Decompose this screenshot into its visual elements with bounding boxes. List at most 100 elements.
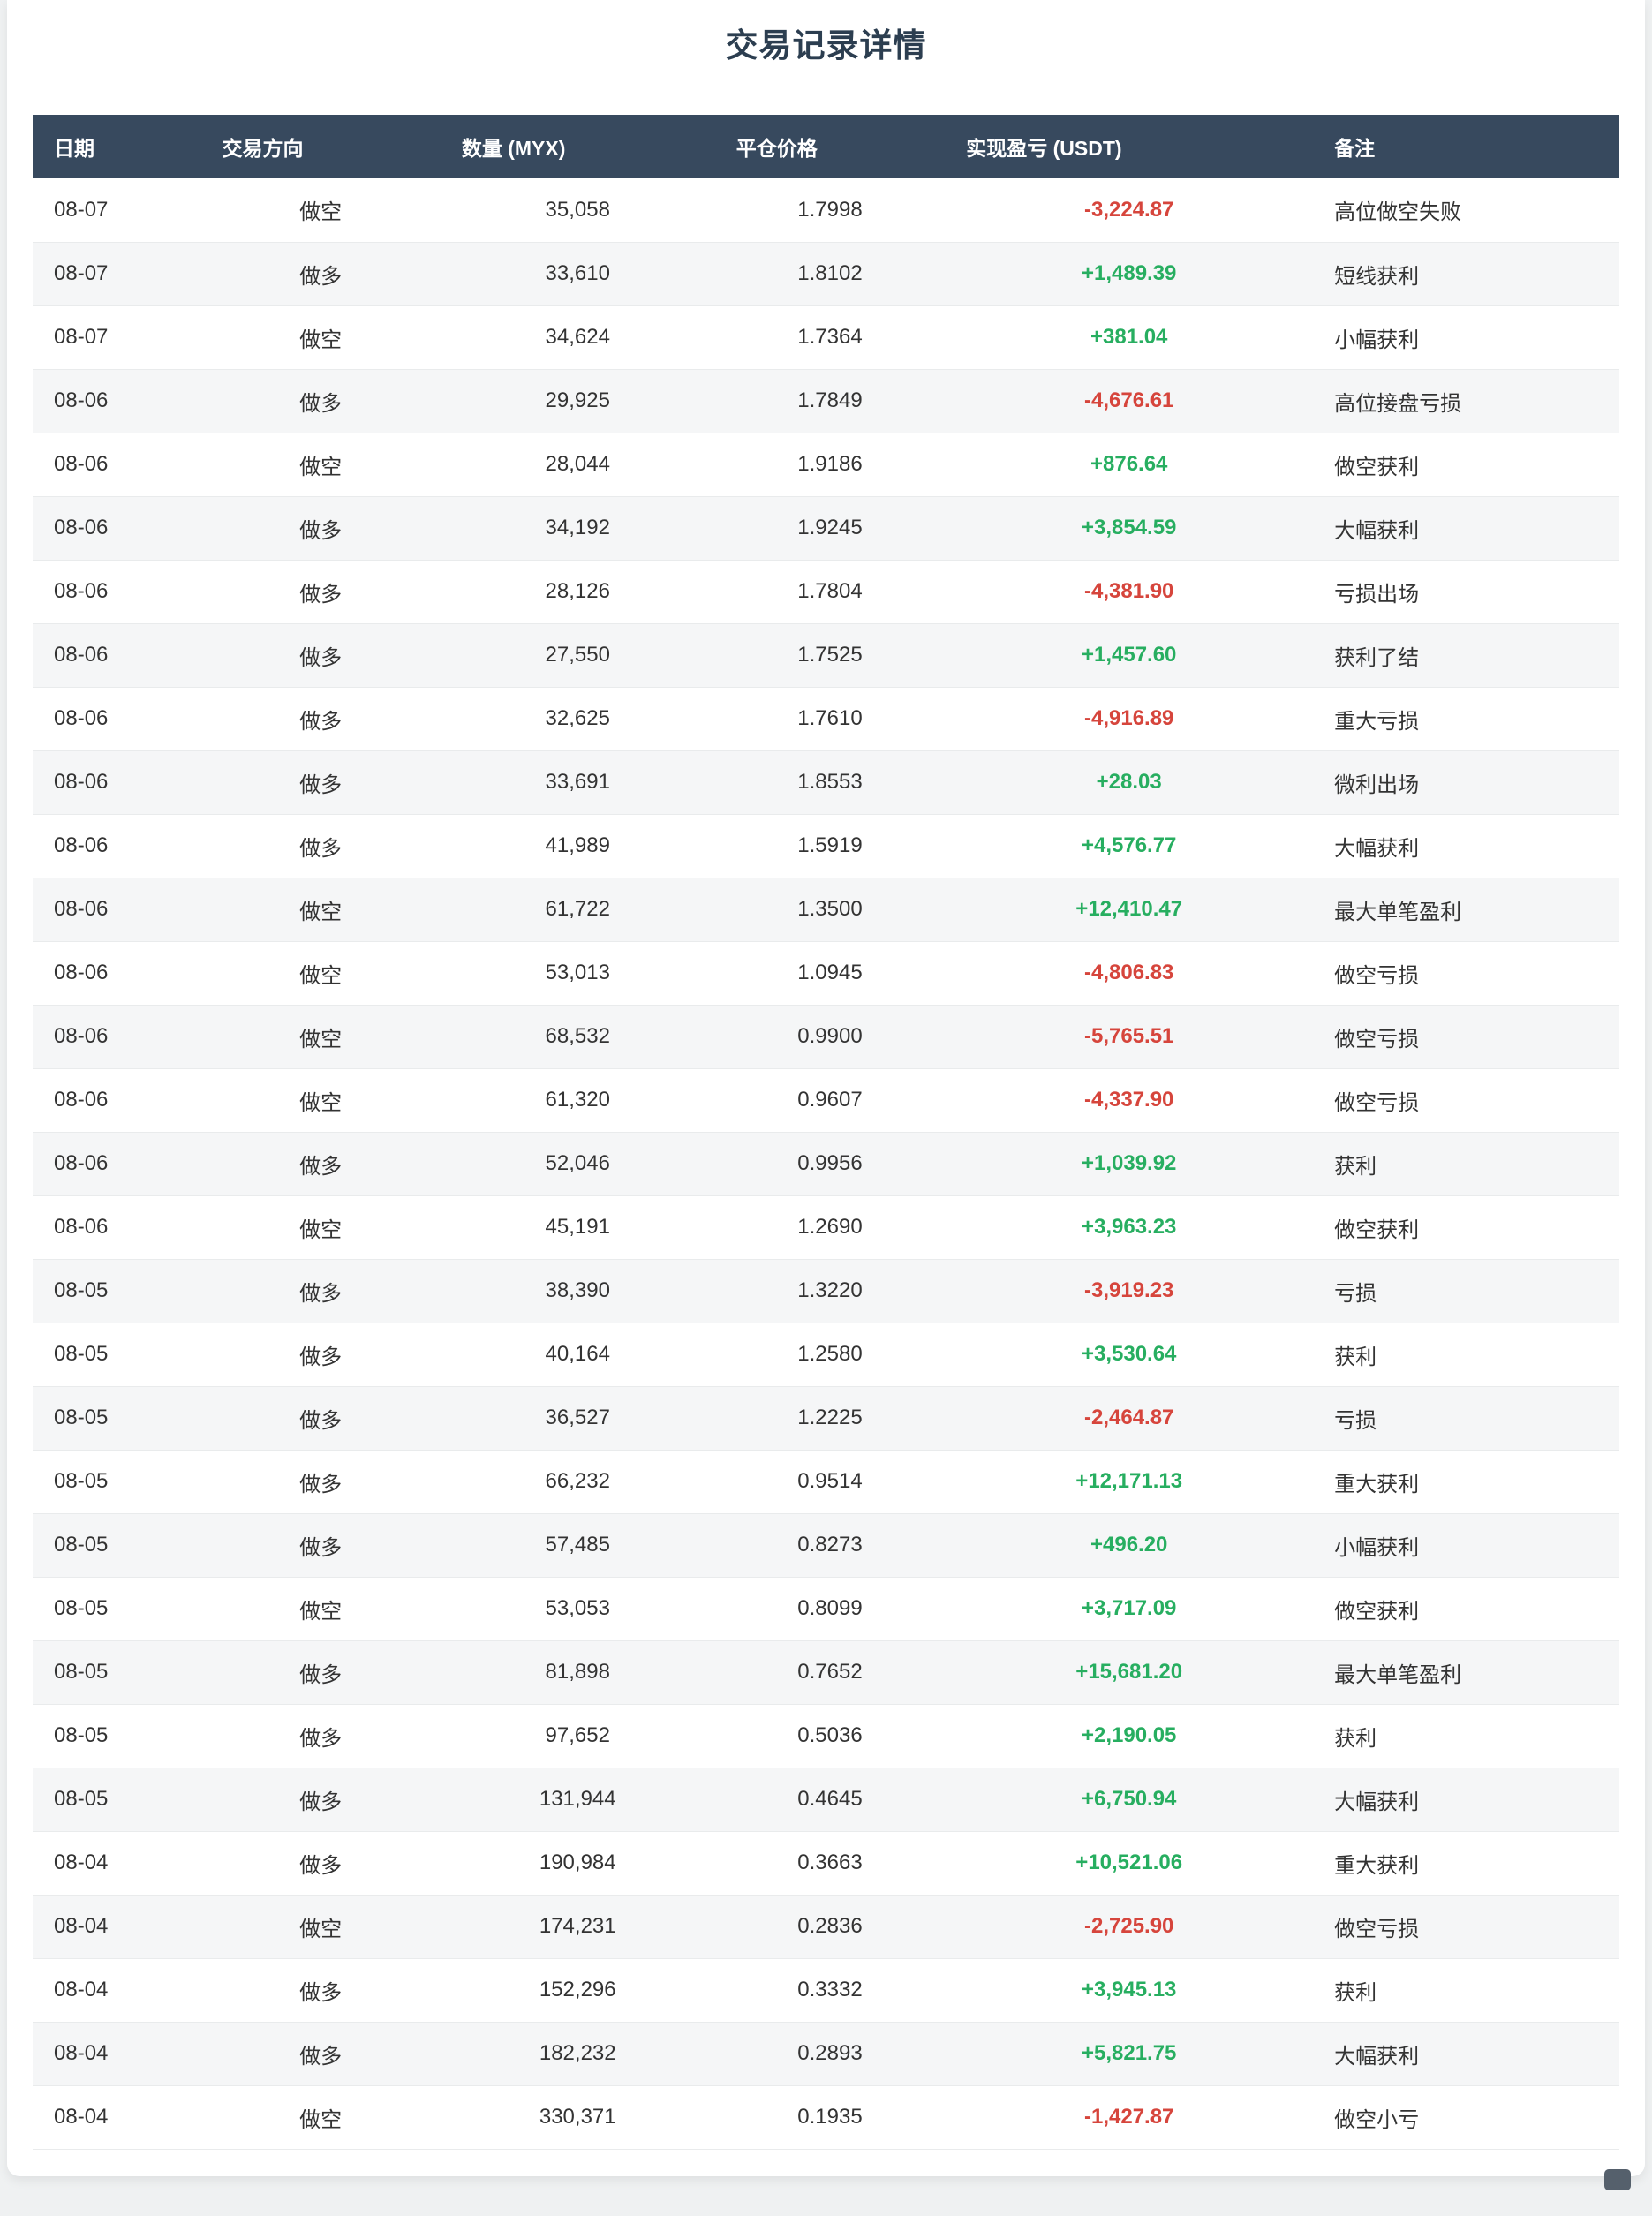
cell-price: 0.4645 [714, 1768, 946, 1832]
cell-date: 08-06 [33, 814, 201, 878]
cell-date: 08-05 [33, 1513, 201, 1578]
cell-date: 08-04 [33, 2085, 201, 2150]
cell-price: 1.9245 [714, 496, 946, 561]
cell-pnl: +15,681.20 [945, 1640, 1314, 1705]
cell-note: 做空获利 [1313, 1195, 1619, 1260]
cell-price: 0.9956 [714, 1132, 946, 1196]
table-header-row: 日期 交易方向 数量 (MYX) 平仓价格 实现盈亏 (USDT) 备注 [33, 115, 1619, 178]
cell-pnl: -5,765.51 [945, 1005, 1314, 1069]
cell-quantity: 81,898 [440, 1640, 715, 1705]
cell-note: 大幅获利 [1313, 2022, 1619, 2086]
cell-date: 08-06 [33, 941, 201, 1006]
cell-note: 重大亏损 [1313, 687, 1619, 751]
cell-price: 0.3332 [714, 1958, 946, 2023]
cell-date: 08-06 [33, 623, 201, 688]
cell-date: 08-06 [33, 433, 201, 497]
cell-date: 08-05 [33, 1386, 201, 1451]
cell-date: 08-06 [33, 1132, 201, 1196]
cell-note: 最大单笔盈利 [1313, 1640, 1619, 1705]
cell-direction: 做多 [200, 1768, 441, 1832]
cell-price: 0.3663 [714, 1831, 946, 1896]
cell-date: 08-06 [33, 1195, 201, 1260]
cell-date: 08-07 [33, 305, 201, 370]
cell-date: 08-04 [33, 1958, 201, 2023]
table-row: 08-06 做多 28,126 1.7804 -4,381.90 亏损出场 [33, 560, 1619, 624]
cell-quantity: 97,652 [440, 1704, 715, 1768]
cell-quantity: 28,044 [440, 433, 715, 497]
cell-date: 08-04 [33, 1895, 201, 1959]
cell-note: 大幅获利 [1313, 814, 1619, 878]
cell-note: 最大单笔盈利 [1313, 878, 1619, 942]
cell-direction: 做空 [200, 941, 441, 1006]
cell-price: 0.2836 [714, 1895, 946, 1959]
cell-price: 0.7652 [714, 1640, 946, 1705]
cell-direction: 做空 [200, 178, 441, 243]
table-body: 08-07 做空 35,058 1.7998 -3,224.87 高位做空失败 08-07 做… [33, 178, 1619, 2150]
cell-direction: 做多 [200, 1704, 441, 1768]
cell-quantity: 32,625 [440, 687, 715, 751]
header-date: 日期 [33, 115, 201, 178]
cell-quantity: 34,192 [440, 496, 715, 561]
cell-direction: 做空 [200, 1895, 441, 1959]
table-row: 08-06 做空 61,722 1.3500 +12,410.47 最大单笔盈利 [33, 878, 1619, 942]
cell-note: 大幅获利 [1313, 1768, 1619, 1832]
cell-direction: 做多 [200, 814, 441, 878]
cell-direction: 做多 [200, 1450, 441, 1514]
cell-pnl: -4,916.89 [945, 687, 1314, 751]
cell-note: 做空亏损 [1313, 1005, 1619, 1069]
cell-direction: 做多 [200, 496, 441, 561]
cell-pnl: +1,039.92 [945, 1132, 1314, 1196]
table-row: 08-04 做空 330,371 0.1935 -1,427.87 做空小亏 [33, 2085, 1619, 2150]
table-row: 08-07 做空 34,624 1.7364 +381.04 小幅获利 [33, 305, 1619, 370]
cell-quantity: 66,232 [440, 1450, 715, 1514]
cell-note: 亏损 [1313, 1386, 1619, 1451]
cell-price: 1.7849 [714, 369, 946, 433]
cell-quantity: 52,046 [440, 1132, 715, 1196]
cell-price: 0.9900 [714, 1005, 946, 1069]
table-row: 08-05 做多 40,164 1.2580 +3,530.64 获利 [33, 1323, 1619, 1387]
cell-note: 做空获利 [1313, 1577, 1619, 1641]
cell-quantity: 41,989 [440, 814, 715, 878]
cell-date: 08-04 [33, 2022, 201, 2086]
cell-price: 1.7364 [714, 305, 946, 370]
cell-quantity: 53,053 [440, 1577, 715, 1641]
cell-price: 1.9186 [714, 433, 946, 497]
table-row: 08-05 做多 66,232 0.9514 +12,171.13 重大获利 [33, 1450, 1619, 1514]
cell-price: 1.7998 [714, 178, 946, 243]
cell-note: 小幅获利 [1313, 305, 1619, 370]
cell-date: 08-05 [33, 1323, 201, 1387]
cell-quantity: 29,925 [440, 369, 715, 433]
cell-note: 大幅获利 [1313, 496, 1619, 561]
cell-direction: 做多 [200, 2022, 441, 2086]
cell-pnl: -2,464.87 [945, 1386, 1314, 1451]
cell-direction: 做空 [200, 2085, 441, 2150]
cell-quantity: 61,722 [440, 878, 715, 942]
cell-price: 1.7525 [714, 623, 946, 688]
cell-price: 1.2580 [714, 1323, 946, 1387]
cell-price: 1.3500 [714, 878, 946, 942]
cell-date: 08-06 [33, 750, 201, 815]
cell-direction: 做多 [200, 1259, 441, 1323]
cell-quantity: 190,984 [440, 1831, 715, 1896]
cell-date: 08-05 [33, 1450, 201, 1514]
cell-pnl: +1,489.39 [945, 242, 1314, 306]
cell-quantity: 27,550 [440, 623, 715, 688]
cell-pnl: +3,963.23 [945, 1195, 1314, 1260]
table-row: 08-07 做多 33,610 1.8102 +1,489.39 短线获利 [33, 242, 1619, 306]
cell-date: 08-05 [33, 1640, 201, 1705]
cell-date: 08-05 [33, 1768, 201, 1832]
cell-quantity: 28,126 [440, 560, 715, 624]
table-row: 08-06 做多 34,192 1.9245 +3,854.59 大幅获利 [33, 496, 1619, 561]
table-row: 08-06 做空 53,013 1.0945 -4,806.83 做空亏损 [33, 941, 1619, 1006]
cell-price: 1.3220 [714, 1259, 946, 1323]
cell-pnl: +5,821.75 [945, 2022, 1314, 2086]
cell-price: 1.0945 [714, 941, 946, 1006]
cell-note: 做空获利 [1313, 433, 1619, 497]
cell-quantity: 152,296 [440, 1958, 715, 2023]
cell-pnl: +3,717.09 [945, 1577, 1314, 1641]
cell-date: 08-06 [33, 496, 201, 561]
cell-note: 高位做空失败 [1313, 178, 1619, 243]
cell-note: 高位接盘亏损 [1313, 369, 1619, 433]
cell-pnl: +3,854.59 [945, 496, 1314, 561]
cell-price: 1.2690 [714, 1195, 946, 1260]
